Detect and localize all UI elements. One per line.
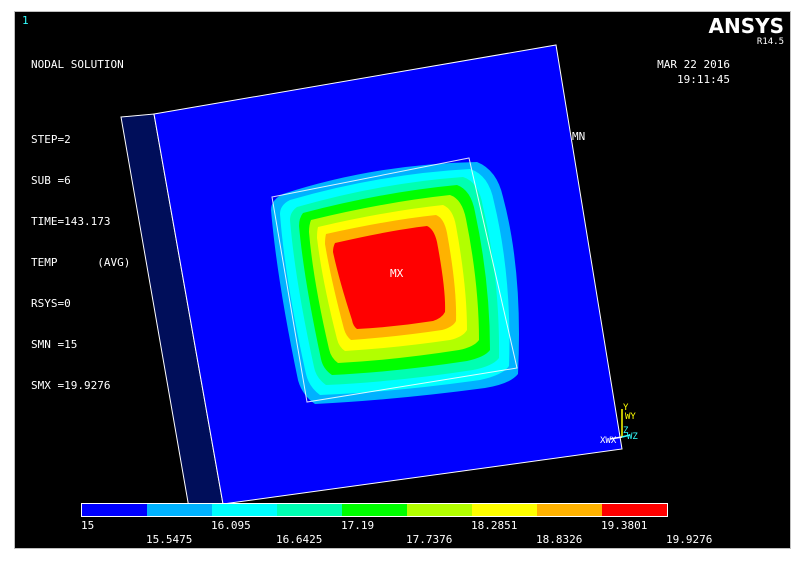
triad-z-label: Z [623, 426, 629, 436]
graphics-viewport[interactable]: 1 ANSYS R14.5 NODAL SOLUTION STEP=2 SUB … [14, 11, 791, 549]
window-number: 1 [22, 14, 29, 27]
step-label: STEP=2 [31, 133, 71, 146]
release-version: R14.5 [756, 37, 784, 47]
result-info-block: NODAL SOLUTION STEP=2 SUB =6 TIME=143.17… [31, 32, 130, 420]
min-marker: MN [572, 130, 586, 143]
time-of-day-label: 19:11:45 [677, 73, 730, 86]
legend-value-1: 15 [81, 519, 95, 532]
legend-value-3: 16.095 [211, 519, 251, 532]
triad-xwx-label: XWX [600, 436, 617, 446]
legend-band-7 [472, 504, 537, 516]
triad-wy-label: WY [625, 412, 636, 422]
inner-region-outline [271, 157, 518, 403]
legend-band-5 [342, 504, 407, 516]
contour-band-9 [333, 226, 446, 329]
legend-value-10: 19.9276 [666, 533, 713, 546]
legend-band-8 [537, 504, 602, 516]
temp-label: TEMP (AVG) [31, 256, 131, 269]
smn-label: SMN =15 [31, 338, 78, 351]
legend-band-4 [277, 504, 342, 516]
legend-band-9 [602, 504, 667, 516]
max-marker: MX [390, 267, 404, 280]
legend-band-1 [82, 504, 147, 516]
legend-band-6 [407, 504, 472, 516]
legend-value-4: 16.6425 [276, 533, 323, 546]
triad-wz-label: WZ [627, 432, 638, 442]
legend-band-2 [147, 504, 212, 516]
contour-plot [120, 44, 631, 509]
time-label: TIME=143.173 [31, 215, 111, 228]
legend-band-3 [212, 504, 277, 516]
result-type-label: NODAL SOLUTION [31, 58, 124, 71]
legend-value-9: 19.3801 [601, 519, 648, 532]
legend-value-2: 15.5475 [146, 533, 193, 546]
triad-y-label: Y [623, 403, 629, 413]
coordinate-triad [609, 409, 631, 440]
ansys-logo: ANSYS [708, 14, 784, 38]
legend-value-7: 18.2851 [471, 519, 518, 532]
contour-legend-bar [81, 503, 668, 517]
legend-value-6: 17.7376 [406, 533, 453, 546]
legend-value-5: 17.19 [341, 519, 375, 532]
legend-value-8: 18.8326 [536, 533, 583, 546]
datetime-block: MAR 22 2016 19:11:45 [657, 57, 730, 87]
rsys-label: RSYS=0 [31, 297, 71, 310]
date-label: MAR 22 2016 [657, 58, 730, 71]
smx-label: SMX =19.9276 [31, 379, 111, 392]
substep-label: SUB =6 [31, 174, 71, 187]
